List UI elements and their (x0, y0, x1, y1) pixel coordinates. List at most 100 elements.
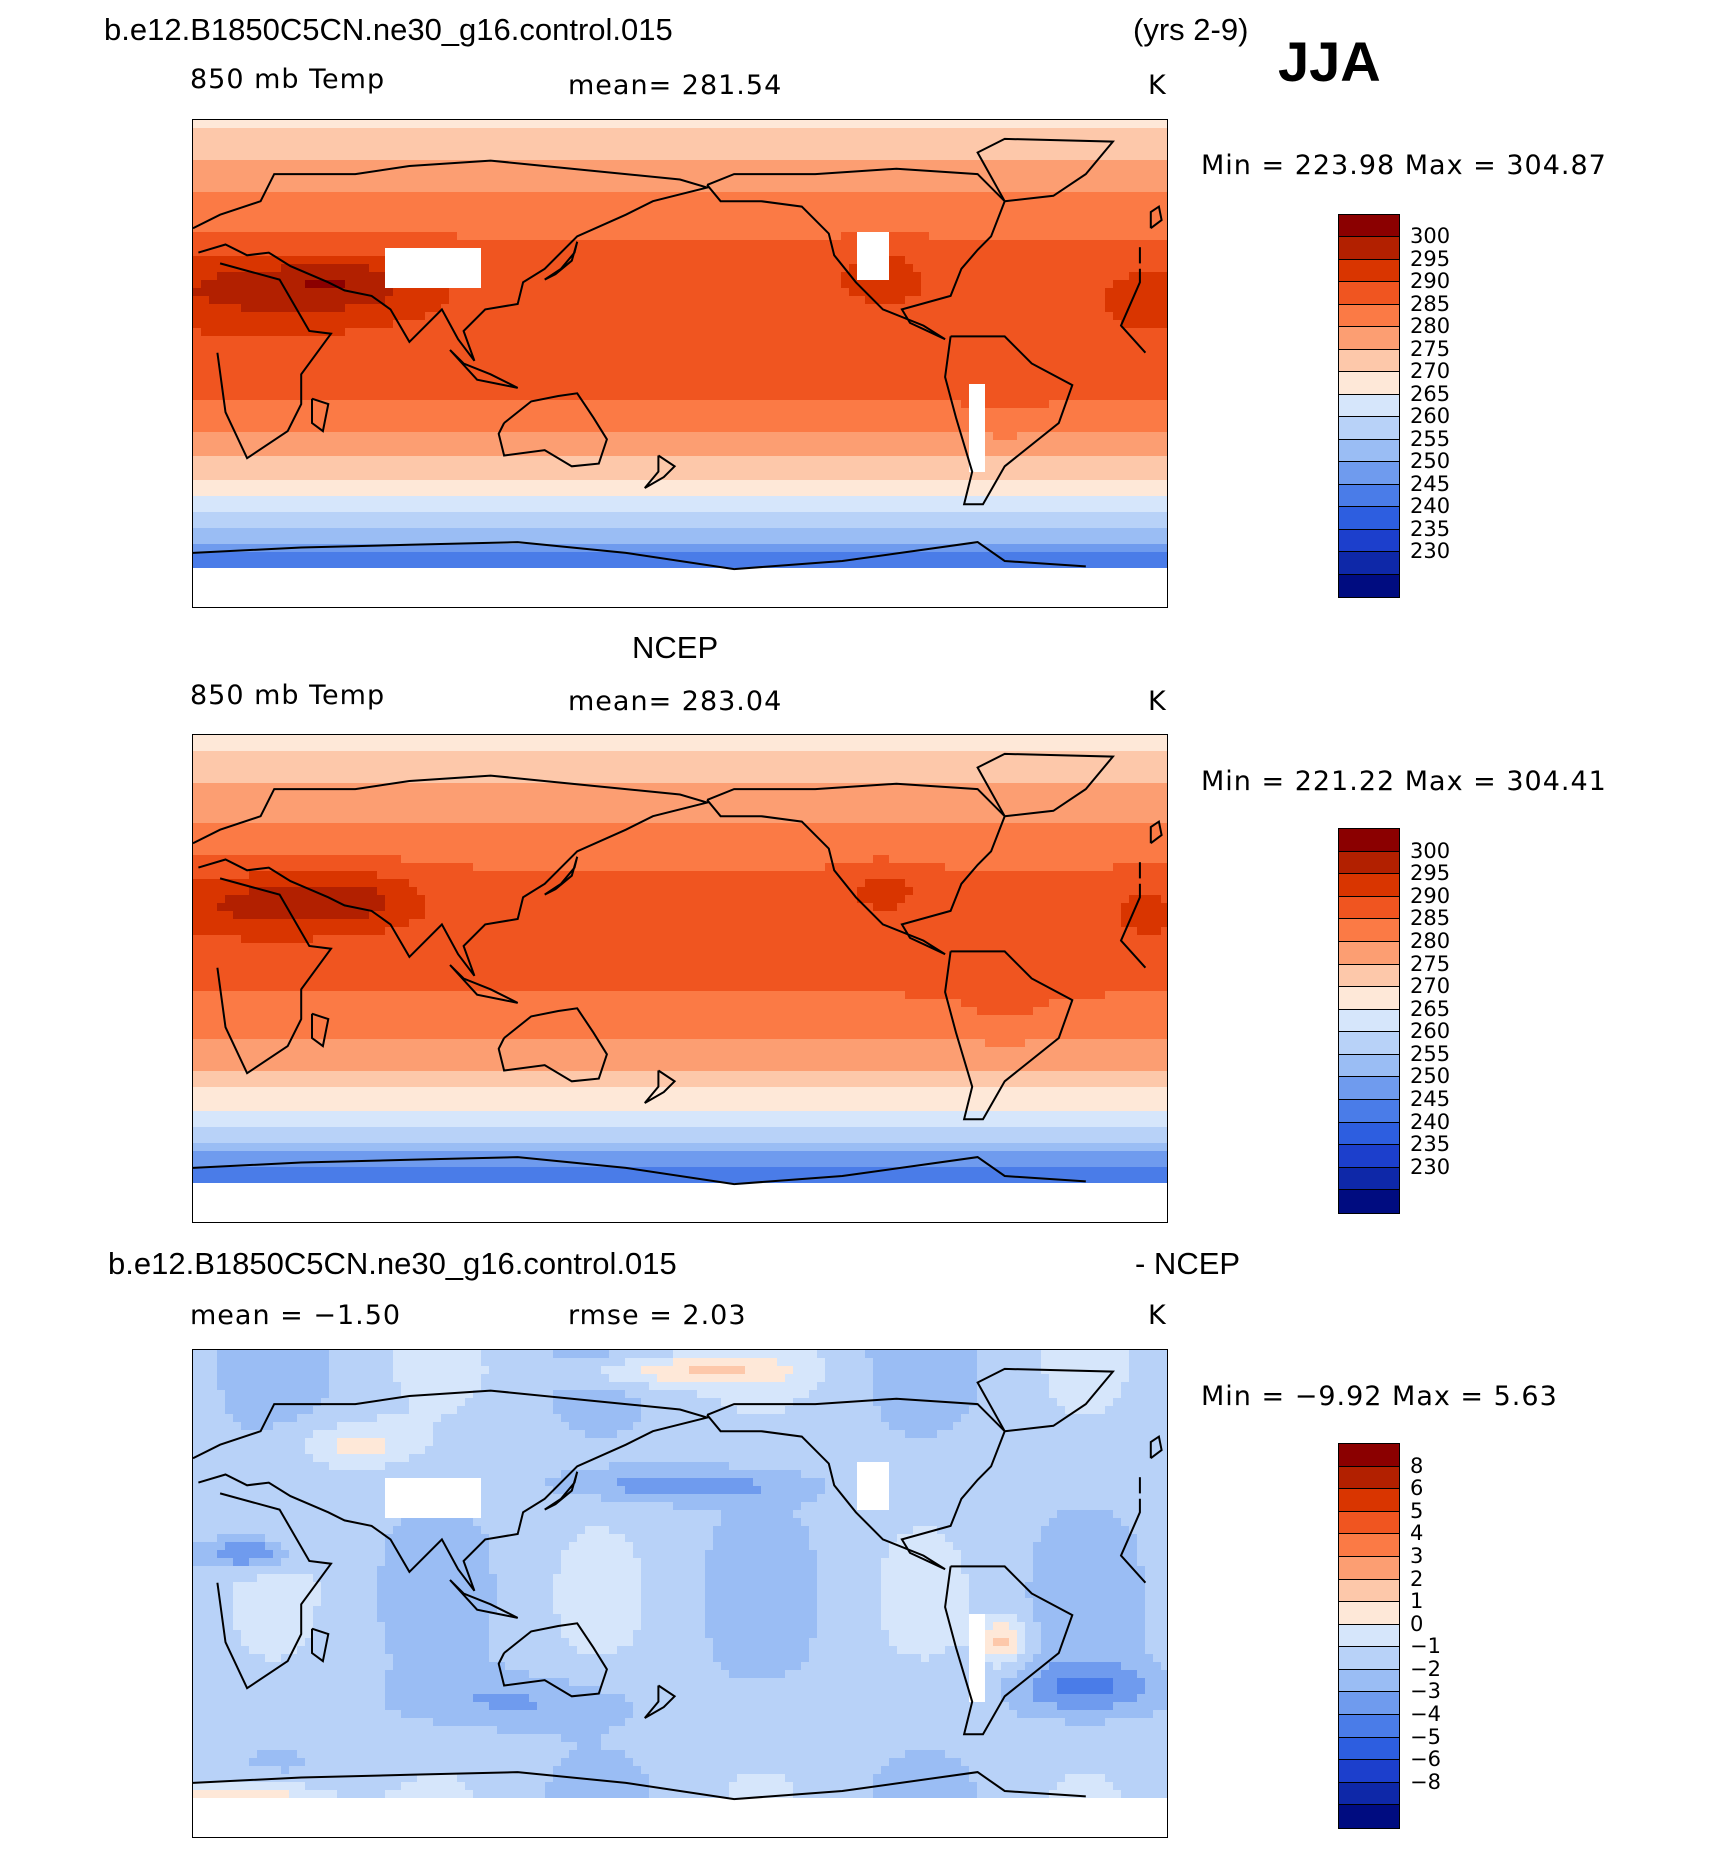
heatmap-cell (633, 264, 642, 273)
heatmap-cell (633, 352, 642, 361)
heatmap-cell (897, 392, 906, 401)
heatmap-cell (441, 368, 450, 377)
heatmap-cell (233, 192, 242, 201)
heatmap-cell (281, 264, 290, 273)
heatmap-cell (849, 432, 858, 441)
heatmap-cell (377, 320, 386, 329)
panel1-units-label: K (1148, 72, 1167, 99)
heatmap-cell (521, 312, 530, 321)
heatmap-cell (521, 168, 530, 177)
heatmap-cell (193, 256, 202, 265)
heatmap-cell (793, 296, 802, 305)
heatmap-cell (777, 224, 786, 233)
heatmap-cell (697, 176, 706, 185)
heatmap-cell (545, 216, 554, 225)
heatmap-cell (1073, 440, 1082, 449)
heatmap-cell (793, 424, 802, 433)
heatmap-cell (609, 432, 618, 441)
heatmap-cell (705, 304, 714, 313)
heatmap-cell (1129, 248, 1138, 257)
heatmap-cell (785, 232, 794, 241)
heatmap-cell (609, 400, 618, 409)
heatmap-cell (681, 272, 690, 281)
heatmap-cell (1057, 256, 1066, 265)
heatmap-cell (785, 208, 794, 217)
heatmap-cell (385, 352, 394, 361)
heatmap-cell (633, 120, 642, 129)
heatmap-cell (1009, 160, 1018, 169)
heatmap-cell (465, 360, 474, 369)
heatmap-cell (457, 136, 466, 145)
heatmap-cell (345, 312, 354, 321)
heatmap-cell (353, 184, 362, 193)
heatmap-cell (1113, 320, 1122, 329)
heatmap-cell (793, 376, 802, 385)
heatmap-cell (233, 256, 242, 265)
heatmap-cell (977, 280, 986, 289)
heatmap-cell (1105, 288, 1114, 297)
heatmap-cell (753, 336, 762, 345)
heatmap-cell (505, 328, 514, 337)
heatmap-cell (529, 400, 538, 409)
heatmap-cell (985, 432, 994, 441)
heatmap-cell (577, 312, 586, 321)
heatmap-cell (305, 376, 314, 385)
heatmap-cell (937, 336, 946, 345)
heatmap-cell (1145, 344, 1154, 353)
heatmap-cell (961, 176, 970, 185)
heatmap-cell (665, 424, 674, 433)
heatmap-cell (553, 208, 562, 217)
heatmap-cell (889, 352, 898, 361)
heatmap-cell (257, 392, 266, 401)
heatmap-cell (905, 240, 914, 249)
heatmap-cell (1097, 200, 1106, 209)
heatmap-cell (697, 152, 706, 161)
heatmap-cell (249, 280, 258, 289)
heatmap-cell (377, 336, 386, 345)
heatmap-cell (625, 240, 634, 249)
heatmap-cell (377, 256, 386, 265)
heatmap-cell (361, 160, 370, 169)
heatmap-cell (745, 296, 754, 305)
heatmap-cell (937, 232, 946, 241)
heatmap-cell (553, 312, 562, 321)
heatmap-cell (713, 320, 722, 329)
heatmap-cell (1129, 400, 1138, 409)
heatmap-cell (329, 312, 338, 321)
heatmap-cell (1057, 200, 1066, 209)
heatmap-cell (385, 344, 394, 353)
heatmap-cell (449, 144, 458, 153)
heatmap-cell (633, 192, 642, 201)
heatmap-cell (833, 152, 842, 161)
heatmap-cell (801, 216, 810, 225)
heatmap-cell (817, 432, 826, 441)
heatmap-cell (841, 384, 850, 393)
heatmap-cell (937, 264, 946, 273)
heatmap-cell (769, 360, 778, 369)
heatmap-cell (873, 168, 882, 177)
heatmap-cell (649, 360, 658, 369)
heatmap-cell (1121, 280, 1130, 289)
heatmap-cell (545, 152, 554, 161)
heatmap-cell (665, 312, 674, 321)
heatmap-cell (529, 440, 538, 449)
heatmap-cell (321, 424, 330, 433)
heatmap-cell (825, 264, 834, 273)
heatmap-cell (1161, 208, 1167, 217)
heatmap-cell (1049, 256, 1058, 265)
heatmap-cell (1025, 304, 1034, 313)
heatmap-cell (905, 232, 914, 241)
heatmap-cell (841, 320, 850, 329)
heatmap-cell (305, 392, 314, 401)
heatmap-cell (713, 296, 722, 305)
heatmap-cell (289, 376, 298, 385)
heatmap-cell (689, 280, 698, 289)
heatmap-cell (217, 240, 226, 249)
heatmap-cell (1089, 344, 1098, 353)
heatmap-cell (817, 424, 826, 433)
heatmap-cell (961, 152, 970, 161)
heatmap-cell (465, 416, 474, 425)
heatmap-cell (633, 152, 642, 161)
heatmap-cell (745, 320, 754, 329)
heatmap-cell (625, 248, 634, 257)
